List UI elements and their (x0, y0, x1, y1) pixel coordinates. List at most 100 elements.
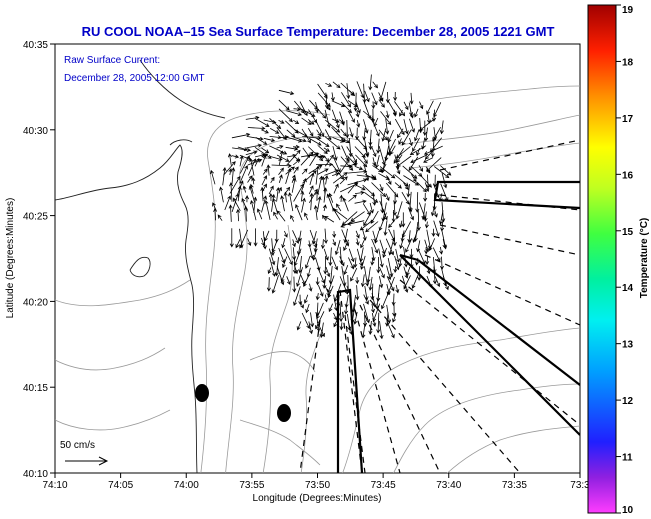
current-vector (394, 255, 400, 271)
current-vector (268, 185, 274, 195)
current-vector (245, 150, 258, 156)
current-vector (321, 175, 326, 195)
current-vector (388, 237, 395, 256)
current-vector (380, 111, 392, 126)
current-vector (307, 119, 315, 125)
current-vector (288, 192, 294, 212)
current-vector (296, 267, 303, 288)
current-vector (286, 136, 303, 143)
current-vector (370, 303, 375, 314)
current-vector (339, 256, 345, 267)
current-vector (387, 258, 394, 278)
current-vector (405, 238, 413, 253)
current-vector (286, 110, 302, 117)
current-vector (355, 184, 366, 191)
radar-range-lines (299, 139, 580, 473)
current-vector (315, 137, 330, 147)
current-vector (231, 193, 240, 213)
current-vector (422, 120, 427, 137)
current-vector (363, 119, 369, 134)
current-vector (398, 138, 403, 145)
current-vector (409, 145, 427, 156)
y-tick-label: 40:10 (23, 469, 48, 480)
current-vector (228, 168, 233, 175)
current-vector (278, 99, 290, 111)
current-vector (271, 163, 292, 168)
current-vector (442, 238, 447, 249)
current-vector (229, 182, 234, 202)
current-vector (348, 111, 355, 123)
current-vector (324, 174, 329, 185)
current-vector (403, 101, 409, 111)
current-vector (346, 285, 350, 294)
current-vector (322, 204, 327, 212)
annotation-line-2: December 28, 2005 12:00 GMT (64, 73, 205, 84)
current-vector (332, 172, 348, 184)
current-vector (388, 220, 395, 229)
current-vector (361, 321, 366, 339)
x-tick-label: 73:55 (239, 480, 264, 491)
colorbar-tick-label: 16 (622, 170, 634, 181)
x-axis-label: Longitude (Degrees:Minutes) (253, 493, 382, 504)
current-vector (319, 322, 324, 339)
current-vector (368, 276, 373, 291)
current-vector (328, 247, 333, 267)
current-vector (340, 136, 350, 144)
current-vector (408, 202, 413, 213)
current-vector (346, 146, 358, 164)
current-vector (324, 136, 341, 150)
current-vector (307, 128, 314, 137)
current-vector (350, 267, 358, 282)
current-vector (421, 203, 426, 221)
current-vector (249, 158, 255, 176)
current-vector (311, 231, 317, 245)
current-vector (371, 92, 378, 106)
current-vector (433, 220, 440, 238)
current-vector (347, 169, 368, 174)
scale-label: 50 cm/s (60, 440, 95, 451)
x-tick-label: 73:40 (436, 480, 461, 491)
colorbar-tick-label: 10 (622, 505, 634, 516)
current-vector (346, 220, 365, 226)
current-vector (362, 184, 376, 197)
current-vector (425, 256, 430, 266)
current-vector (434, 166, 450, 179)
current-vector (371, 174, 377, 180)
current-vector (354, 166, 364, 171)
scale-arrow (65, 456, 109, 466)
current-vector (372, 192, 377, 206)
current-vector (264, 230, 270, 242)
current-vector (243, 205, 248, 222)
current-vector (270, 176, 275, 184)
current-vector (356, 81, 365, 99)
current-vector (292, 276, 297, 293)
current-vector (381, 294, 388, 310)
current-vector (266, 164, 271, 176)
current-vector (300, 190, 305, 202)
current-vector (379, 183, 384, 192)
current-vector (371, 119, 380, 137)
current-vector (338, 119, 345, 124)
current-vector (308, 137, 322, 146)
current-vector (327, 285, 334, 299)
current-vector (309, 99, 319, 110)
current-vector (395, 201, 403, 220)
current-vector (250, 199, 257, 221)
current-vector (308, 283, 313, 292)
current-vector (294, 265, 299, 275)
x-tick-label: 74:00 (174, 480, 199, 491)
current-vector (323, 248, 329, 261)
current-vector (239, 165, 248, 184)
current-vector (324, 154, 334, 167)
y-tick-label: 40:15 (23, 383, 48, 394)
current-vector (315, 277, 320, 286)
current-vector (347, 181, 358, 194)
current-vector (350, 211, 365, 222)
current-vector (396, 154, 403, 163)
current-vector (440, 165, 452, 176)
current-vector (432, 193, 437, 211)
current-vector (315, 311, 325, 330)
current-vector (378, 212, 387, 232)
current-vector (423, 145, 443, 155)
current-vector (348, 257, 355, 270)
